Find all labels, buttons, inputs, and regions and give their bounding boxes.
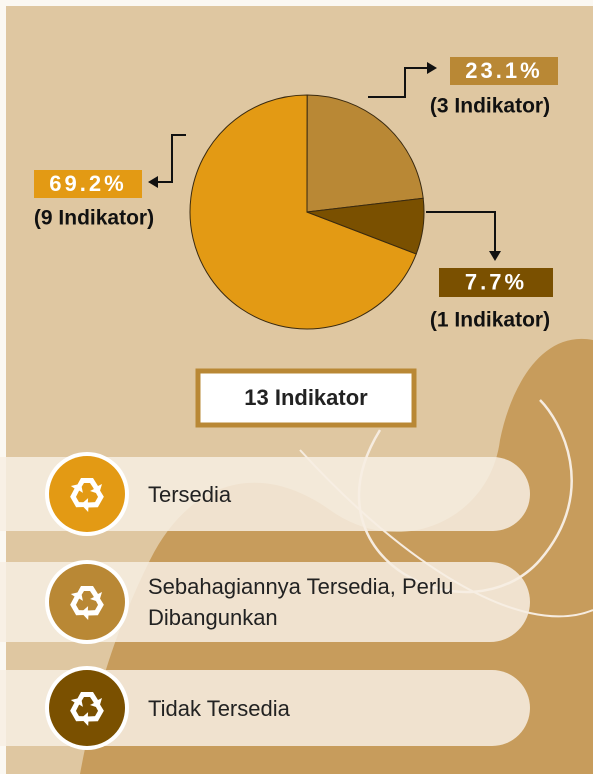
recycle-icon: [70, 586, 104, 620]
count-label: (9 Indikator): [34, 207, 154, 230]
legend-swatch: [49, 456, 125, 532]
total-box: [195, 368, 417, 428]
legend-swatch: [49, 564, 125, 640]
arrow-head: [148, 176, 158, 188]
recycle-arrow: [70, 483, 89, 508]
pie-slice: [306, 197, 425, 255]
legend-pill: [0, 457, 530, 531]
value-label-box: [450, 57, 558, 85]
recycle-arrow: [70, 697, 89, 722]
legend-label: Tersedia: [148, 481, 232, 507]
callout-arrow: [150, 134, 186, 183]
value-label: 69.2%: [49, 171, 126, 196]
callout-arrow: [368, 67, 430, 98]
value-label-box: [34, 170, 142, 198]
legend-pill: [0, 562, 530, 642]
decor-blob: [80, 338, 593, 774]
legend-pill: [0, 670, 530, 746]
recycle-icon: [70, 692, 104, 726]
count-label: (1 Indikator): [430, 309, 550, 332]
total-label: 13 Indikator: [244, 385, 368, 410]
legend-label: Sebahagiannya Tersedia, Perlu Dibangunka…: [148, 574, 454, 630]
pie-slice: [306, 94, 424, 213]
value-label: 23.1%: [465, 58, 542, 83]
recycle-icon: [70, 478, 104, 512]
pie: 69.2% (9 Indikator) 23.1% (3 Indikator) 7.7%…: [34, 57, 558, 332]
recycle-arrow: [70, 591, 89, 616]
arrow-head: [489, 251, 501, 261]
legend-swatch: [49, 670, 125, 746]
count-label: (3 Indikator): [430, 95, 550, 118]
legend: [0, 452, 530, 750]
pie-slice: [189, 94, 417, 330]
callout-arrow: [426, 211, 496, 254]
legend-label: Tidak Tersedia: [148, 695, 290, 721]
arrow-head: [427, 62, 437, 74]
value-label: 7.7%: [465, 269, 527, 294]
value-label-box: [439, 268, 553, 297]
